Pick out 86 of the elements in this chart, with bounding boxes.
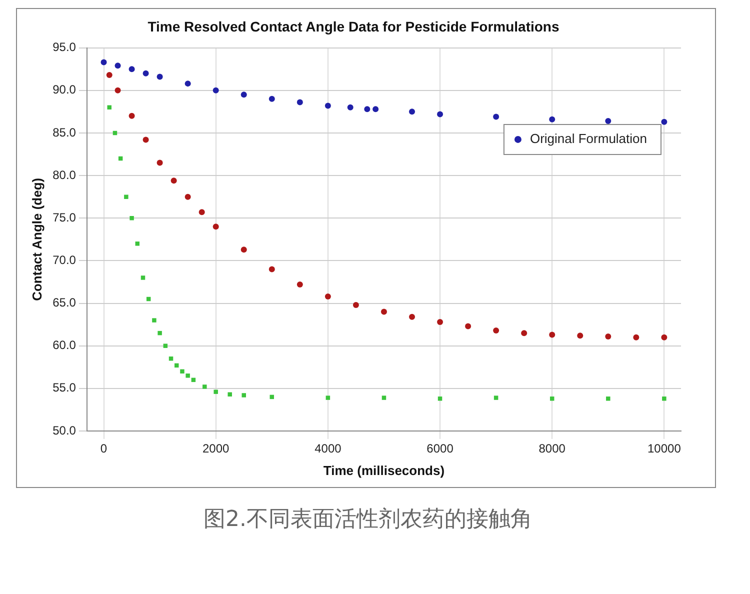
point <box>152 318 156 322</box>
y-tick-label: 85.0 <box>52 125 76 140</box>
x-tick-label: 6000 <box>426 442 454 456</box>
point <box>186 374 190 378</box>
point <box>352 302 359 308</box>
point <box>324 293 331 300</box>
x-tick-label: 0 <box>100 442 108 456</box>
y-tick-label: 50.0 <box>52 423 76 438</box>
point <box>661 334 668 340</box>
point <box>202 384 207 389</box>
x-axis-title: Time (milliseconds) <box>323 462 445 478</box>
x-tick-label: 4000 <box>314 442 342 456</box>
point <box>577 332 584 339</box>
point <box>214 390 218 394</box>
point <box>382 396 386 400</box>
y-axis-title: Contact Angle (deg) <box>29 178 44 301</box>
point <box>605 333 612 340</box>
point <box>100 59 107 66</box>
point <box>465 323 472 330</box>
point <box>114 87 121 94</box>
point <box>326 396 330 400</box>
y-tick-label: 55.0 <box>52 380 76 395</box>
y-tick-label: 80.0 <box>52 168 76 182</box>
point <box>268 266 275 272</box>
point <box>184 194 191 200</box>
y-tick-label: 90.0 <box>52 82 76 97</box>
point <box>521 330 528 336</box>
caption: 图2.不同表面活性剂农药的接触角 <box>202 506 534 534</box>
x-tick-label: 10000 <box>648 442 682 456</box>
point <box>135 242 140 246</box>
y-tick-label: 95.0 <box>52 40 76 54</box>
point <box>409 108 415 115</box>
y-tick-label: 60.0 <box>52 338 76 352</box>
point <box>142 70 149 76</box>
point <box>212 224 219 230</box>
point <box>296 282 303 288</box>
point <box>240 92 247 98</box>
point <box>242 393 246 398</box>
point <box>128 66 135 72</box>
point <box>550 396 554 401</box>
point <box>347 104 354 110</box>
point <box>438 396 442 401</box>
point <box>494 396 498 400</box>
point <box>364 106 370 112</box>
point <box>661 118 668 125</box>
point <box>124 194 128 199</box>
point <box>493 114 500 120</box>
point <box>140 276 146 280</box>
legend-label: Original Formulation <box>530 131 647 146</box>
y-tick-label: 70.0 <box>52 253 76 267</box>
point <box>372 106 379 112</box>
point <box>142 136 149 143</box>
point <box>605 118 612 124</box>
point <box>268 96 275 102</box>
point <box>380 308 387 315</box>
point <box>114 62 121 69</box>
point <box>106 72 112 78</box>
x-tick-label: 8000 <box>538 442 566 456</box>
point <box>324 102 331 109</box>
point <box>170 178 177 184</box>
point <box>437 319 444 325</box>
point <box>409 314 415 320</box>
point <box>130 216 134 220</box>
point <box>606 396 610 401</box>
point <box>156 160 163 166</box>
point <box>437 111 444 118</box>
y-tick-label: 75.0 <box>52 210 76 224</box>
point <box>296 99 303 106</box>
point <box>156 74 163 80</box>
point <box>493 328 500 334</box>
point <box>163 344 168 348</box>
point <box>549 332 556 338</box>
point <box>198 209 205 216</box>
point <box>212 87 219 94</box>
point <box>549 116 556 122</box>
point <box>633 334 640 340</box>
point <box>184 80 191 87</box>
chart-title: Time Resolved Contact Angle Data for Pesticide Formulations <box>148 18 560 34</box>
point <box>158 330 162 336</box>
x-tick-label: 2000 <box>202 442 230 456</box>
point <box>240 246 247 253</box>
y-tick-label: 65.0 <box>52 296 76 310</box>
point <box>228 392 232 397</box>
point <box>180 369 184 374</box>
point <box>662 396 666 401</box>
point <box>128 112 135 119</box>
